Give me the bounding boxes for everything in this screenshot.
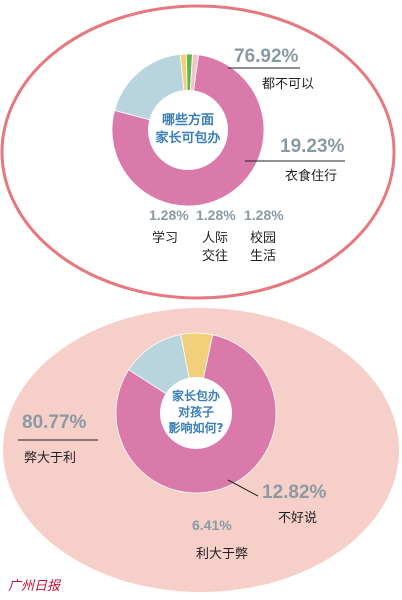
chart1-value-social: 1.28%	[196, 207, 236, 223]
chart1-label-study: 学习	[152, 230, 178, 246]
chart1-label-none: 都不可以	[262, 77, 314, 92]
chart2-center-line-1: 家长包办	[172, 388, 220, 403]
chart1-value-daily-life: 19.23%	[280, 136, 345, 157]
chart1-label-campus-1: 校园	[250, 230, 276, 246]
chart2-center-hole	[160, 377, 232, 449]
chart1-label-social-1: 人际	[202, 231, 228, 246]
chart2-center-line-2: 对孩子	[178, 404, 214, 419]
chart2-slice-3	[180, 332, 214, 414]
chart2-value-harm: 80.77%	[22, 412, 87, 433]
chart1-label-campus-2: 生活	[250, 249, 276, 264]
chart-parental-takeover-areas: 哪些方面 家长可包办 76.92% 都不可以 19.23% 衣食住行 1.28%…	[0, 4, 396, 300]
chart1-value-none: 76.92%	[234, 46, 299, 67]
chart2-leader-unsure	[227, 479, 259, 497]
chart1-center-line-1: 哪些方面	[162, 112, 214, 128]
newspaper-logo: 广州日报	[8, 579, 62, 594]
chart2-center-line-3: 影响如何?	[169, 420, 224, 435]
chart2-value-unsure: 12.82%	[262, 482, 327, 503]
chart2-label-unsure: 不好说	[278, 511, 317, 526]
chart1-value-campus: 1.28%	[244, 207, 284, 223]
chart2-label-harm: 弊大于利	[24, 450, 76, 466]
chart1-label-social-2: 交往	[202, 248, 228, 264]
chart1-center-hole	[148, 90, 228, 170]
chart1-label-daily-life: 衣食住行	[285, 168, 337, 184]
chart-takeover-impact: 家长包办 对孩子 影响如何? 80.77% 弊大于利 12.82% 不好说 6.…	[3, 308, 399, 592]
chart2-value-benefit: 6.41%	[192, 517, 232, 533]
chart1-center-line-2: 家长可包办	[155, 130, 220, 146]
chart2-label-benefit: 利大于弊	[196, 546, 248, 562]
chart1-value-study: 1.28%	[149, 207, 189, 223]
